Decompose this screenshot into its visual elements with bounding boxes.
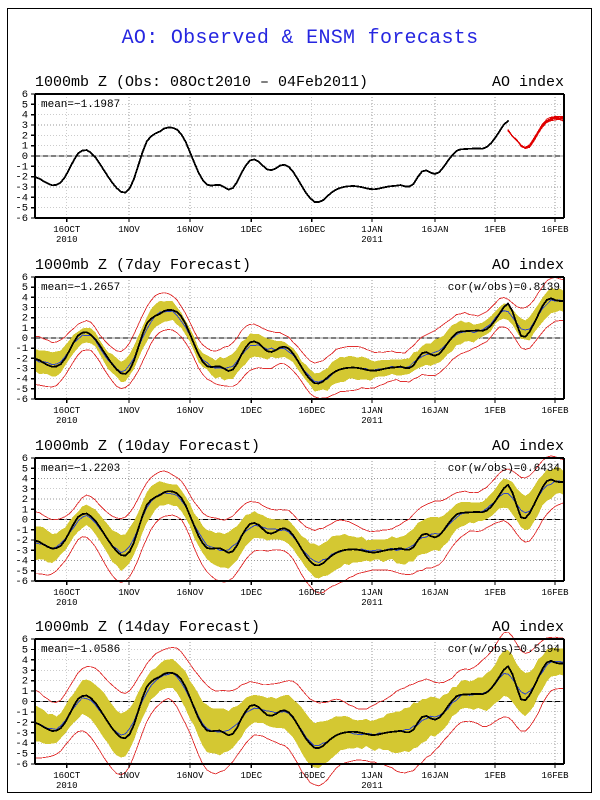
- svg-text:5: 5: [22, 644, 28, 656]
- svg-text:2011: 2011: [361, 416, 383, 426]
- svg-text:1JAN: 1JAN: [361, 771, 383, 781]
- svg-text:1DEC: 1DEC: [241, 771, 263, 781]
- svg-text:3: 3: [22, 120, 28, 132]
- svg-text:4: 4: [22, 474, 28, 486]
- svg-text:-4: -4: [15, 556, 28, 568]
- svg-text:-4: -4: [15, 738, 28, 750]
- svg-text:-6: -6: [15, 213, 28, 225]
- svg-text:1DEC: 1DEC: [241, 588, 263, 598]
- svg-text:2011: 2011: [361, 781, 383, 791]
- svg-text:16JAN: 16JAN: [421, 406, 448, 416]
- svg-text:-1: -1: [15, 161, 28, 173]
- svg-text:-6: -6: [15, 576, 28, 588]
- svg-text:mean=−1.0586: mean=−1.0586: [41, 644, 120, 656]
- svg-text:16OCT: 16OCT: [53, 588, 81, 598]
- svg-text:0: 0: [22, 151, 28, 163]
- svg-text:-3: -3: [15, 728, 28, 740]
- svg-text:6: 6: [22, 272, 28, 284]
- svg-text:16NOV: 16NOV: [176, 771, 204, 781]
- svg-text:1NOV: 1NOV: [118, 771, 140, 781]
- svg-text:16NOV: 16NOV: [176, 406, 204, 416]
- svg-text:1: 1: [22, 686, 28, 698]
- svg-text:16NOV: 16NOV: [176, 588, 204, 598]
- svg-text:3: 3: [22, 665, 28, 677]
- svg-text:2010: 2010: [56, 235, 78, 245]
- svg-text:-1: -1: [15, 707, 28, 719]
- svg-text:1FEB: 1FEB: [484, 406, 506, 416]
- svg-text:1JAN: 1JAN: [361, 588, 383, 598]
- svg-text:0: 0: [22, 697, 28, 709]
- svg-text:-2: -2: [15, 535, 28, 547]
- svg-text:5: 5: [22, 463, 28, 475]
- svg-text:16FEB: 16FEB: [541, 225, 569, 235]
- svg-text:2: 2: [22, 676, 28, 688]
- svg-text:1NOV: 1NOV: [118, 588, 140, 598]
- svg-text:16DEC: 16DEC: [298, 225, 326, 235]
- svg-text:16OCT: 16OCT: [53, 406, 81, 416]
- svg-text:16NOV: 16NOV: [176, 225, 204, 235]
- svg-text:1JAN: 1JAN: [361, 406, 383, 416]
- svg-text:2011: 2011: [361, 235, 383, 245]
- svg-text:2: 2: [22, 494, 28, 506]
- svg-text:2011: 2011: [361, 598, 383, 608]
- svg-text:cor(w/obs)=0.8139: cor(w/obs)=0.8139: [448, 282, 560, 294]
- svg-text:-3: -3: [15, 182, 28, 194]
- svg-text:16OCT: 16OCT: [53, 771, 81, 781]
- svg-text:3: 3: [22, 484, 28, 496]
- svg-text:6: 6: [22, 634, 28, 646]
- svg-text:-5: -5: [15, 203, 28, 215]
- svg-text:16DEC: 16DEC: [298, 406, 326, 416]
- svg-text:1DEC: 1DEC: [241, 406, 263, 416]
- svg-text:2010: 2010: [56, 416, 78, 426]
- svg-text:-3: -3: [15, 545, 28, 557]
- svg-text:mean=−1.2657: mean=−1.2657: [41, 282, 120, 294]
- svg-text:16JAN: 16JAN: [421, 225, 448, 235]
- svg-text:6: 6: [22, 89, 28, 101]
- svg-text:-5: -5: [15, 566, 28, 578]
- svg-text:1: 1: [22, 504, 28, 516]
- svg-text:cor(w/obs)=0.6434: cor(w/obs)=0.6434: [448, 463, 561, 475]
- svg-text:16FEB: 16FEB: [541, 588, 569, 598]
- svg-text:1JAN: 1JAN: [361, 225, 383, 235]
- svg-text:6: 6: [22, 453, 28, 465]
- svg-text:16DEC: 16DEC: [298, 588, 326, 598]
- svg-text:2: 2: [22, 130, 28, 142]
- svg-text:-2: -2: [15, 717, 28, 729]
- svg-text:2010: 2010: [56, 598, 78, 608]
- svg-text:16OCT: 16OCT: [53, 225, 81, 235]
- svg-text:5: 5: [22, 99, 28, 111]
- svg-text:1FEB: 1FEB: [484, 225, 506, 235]
- svg-text:1DEC: 1DEC: [241, 225, 263, 235]
- svg-text:4: 4: [22, 110, 28, 122]
- svg-text:1: 1: [22, 141, 28, 153]
- svg-text:mean=−1.2203: mean=−1.2203: [41, 463, 120, 475]
- svg-text:16JAN: 16JAN: [421, 588, 448, 598]
- svg-text:-1: -1: [15, 525, 28, 537]
- svg-text:-2: -2: [15, 172, 28, 184]
- svg-text:1FEB: 1FEB: [484, 588, 506, 598]
- svg-text:cor(w/obs)=0.5194: cor(w/obs)=0.5194: [448, 644, 561, 656]
- svg-text:-4: -4: [15, 192, 28, 204]
- svg-text:1NOV: 1NOV: [118, 225, 140, 235]
- svg-text:16FEB: 16FEB: [541, 771, 569, 781]
- svg-text:4: 4: [22, 655, 28, 667]
- svg-text:16FEB: 16FEB: [541, 406, 569, 416]
- svg-text:-6: -6: [15, 759, 28, 771]
- svg-text:mean=−1.1987: mean=−1.1987: [41, 99, 120, 111]
- svg-text:2010: 2010: [56, 781, 78, 791]
- svg-text:16DEC: 16DEC: [298, 771, 326, 781]
- svg-text:1FEB: 1FEB: [484, 771, 506, 781]
- svg-text:16JAN: 16JAN: [421, 771, 448, 781]
- svg-text:0: 0: [22, 515, 28, 527]
- svg-text:-5: -5: [15, 749, 28, 761]
- svg-text:1NOV: 1NOV: [118, 406, 140, 416]
